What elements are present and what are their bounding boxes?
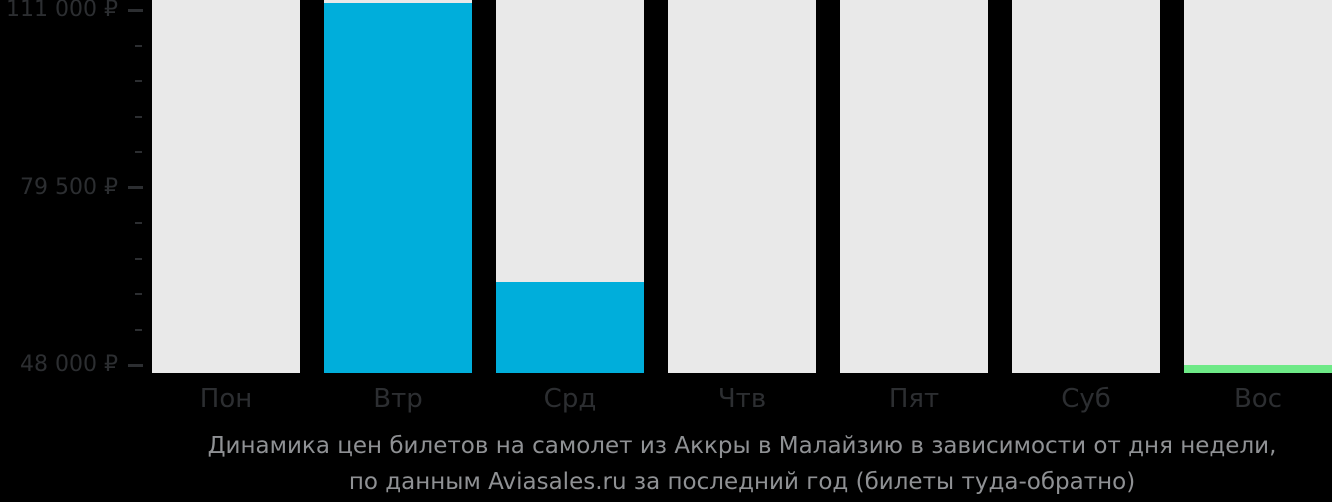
y-axis-minor-tick	[135, 328, 142, 331]
y-axis-major-tick	[128, 8, 143, 12]
y-axis-minor-tick	[135, 257, 142, 260]
bar-track	[1184, 0, 1332, 373]
y-axis-tick-label: 48 000 ₽	[20, 352, 118, 377]
caption-line-1: Динамика цен билетов на самолет из Аккры…	[207, 433, 1277, 459]
bar-column	[324, 0, 472, 373]
price-bar[interactable]	[1184, 365, 1332, 373]
x-axis-label: Пят	[888, 384, 940, 414]
x-axis-label: Чтв	[717, 384, 767, 414]
y-axis-minor-tick	[135, 80, 142, 82]
x-axis-label: Вос	[1233, 384, 1283, 414]
y-axis-minor-tick	[135, 44, 142, 47]
y-axis: 111 000 ₽ 79 500 ₽ 48 000 ₽	[0, 0, 143, 377]
bar-track	[668, 0, 816, 373]
bar-column	[1184, 0, 1332, 373]
y-axis-minor-tick	[135, 151, 142, 153]
y-axis-tick-label: 111 000 ₽	[6, 0, 118, 22]
x-axis-label: Суб	[1061, 384, 1111, 414]
bar-column	[840, 0, 988, 373]
price-bar[interactable]	[496, 282, 644, 373]
bar-column	[496, 0, 644, 373]
bar-track	[152, 0, 300, 373]
x-axis: Пон Втр Срд Чтв Пят Суб Вос	[152, 373, 1332, 413]
bar-column	[152, 0, 300, 373]
x-axis-label: Срд	[543, 384, 597, 414]
y-axis-tick-label: 79 500 ₽	[20, 174, 118, 200]
price-bar[interactable]	[324, 2, 472, 373]
y-axis-minor-tick	[135, 293, 142, 295]
caption-line-2: по данным Aviasales.ru за последний год …	[348, 469, 1136, 495]
y-axis-major-tick	[128, 363, 143, 367]
x-axis-label: Пон	[199, 384, 253, 414]
bar-track	[840, 0, 988, 373]
chart-caption: Динамика цен билетов на самолет из Аккры…	[152, 428, 1332, 500]
y-axis-minor-tick	[135, 222, 142, 224]
bar-column	[1012, 0, 1160, 373]
bar-track	[1012, 0, 1160, 373]
bar-column	[668, 0, 816, 373]
y-axis-major-tick	[128, 186, 143, 189]
x-axis-label: Втр	[373, 384, 423, 414]
plot-area	[152, 0, 1332, 373]
y-axis-minor-tick	[135, 115, 142, 118]
